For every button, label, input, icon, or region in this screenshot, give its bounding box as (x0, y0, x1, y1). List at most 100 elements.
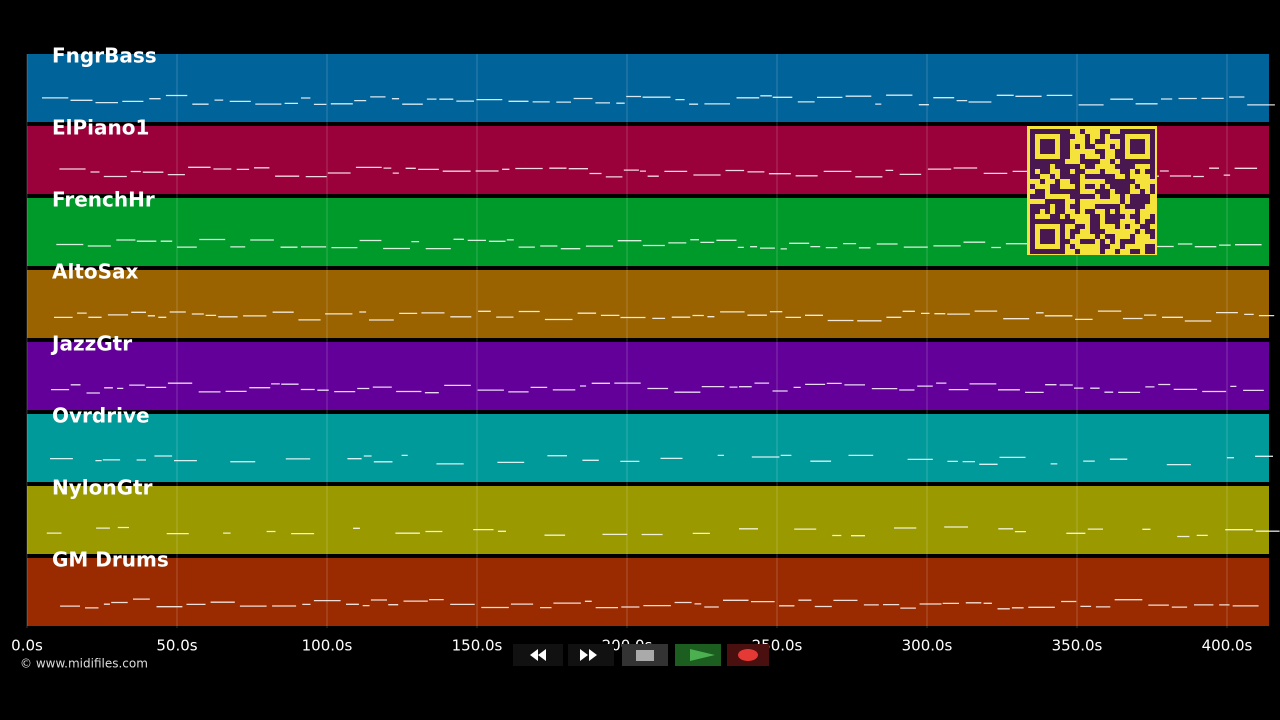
qr-cell (1135, 199, 1140, 204)
qr-cell (1060, 164, 1065, 169)
qr-cell (1090, 194, 1095, 199)
qr-cell (1095, 229, 1100, 234)
qr-cell (1110, 159, 1115, 164)
qr-cell (1090, 224, 1095, 229)
qr-cell (1110, 174, 1115, 179)
qr-cell (1130, 164, 1135, 169)
play-icon (690, 649, 715, 661)
qr-cell (1080, 239, 1085, 244)
qr-cell (1085, 139, 1090, 144)
qr-cell (1140, 224, 1145, 229)
qr-cell (1075, 179, 1080, 184)
qr-cell (1150, 219, 1155, 224)
track-name: Ovrdrive (52, 404, 150, 428)
qr-cell (1140, 199, 1145, 204)
qr-cell (1110, 204, 1115, 209)
qr-cell (1120, 164, 1125, 169)
qr-cell (1085, 239, 1090, 244)
qr-cell (1070, 179, 1075, 184)
qr-cell (1085, 194, 1090, 199)
qr-cell (1105, 179, 1110, 184)
qr-cell (1050, 199, 1055, 204)
qr-cell (1130, 179, 1135, 184)
qr-cell (1115, 189, 1120, 194)
qr-cell (1090, 164, 1095, 169)
qr-cell (1065, 214, 1070, 219)
qr-code (1027, 126, 1157, 255)
qr-cell (1140, 194, 1145, 199)
qr-finder (1040, 229, 1055, 244)
qr-cell (1060, 204, 1065, 209)
qr-cell (1065, 129, 1070, 134)
qr-cell (1140, 189, 1145, 194)
qr-cell (1100, 194, 1105, 199)
qr-cell (1130, 234, 1135, 239)
qr-cell (1125, 204, 1130, 209)
qr-cell (1075, 204, 1080, 209)
qr-cell (1030, 214, 1035, 219)
qr-cell (1055, 179, 1060, 184)
qr-cell (1150, 169, 1155, 174)
qr-cell (1115, 164, 1120, 169)
qr-cell (1105, 194, 1110, 199)
qr-cell (1075, 174, 1080, 179)
qr-cell (1115, 204, 1120, 209)
qr-cell (1120, 184, 1125, 189)
qr-cell (1120, 214, 1125, 219)
qr-cell (1115, 209, 1120, 214)
qr-cell (1125, 224, 1130, 229)
qr-cell (1120, 244, 1125, 249)
note-trace (46, 526, 1280, 538)
qr-cell (1090, 174, 1095, 179)
qr-cell (1080, 224, 1085, 229)
qr-cell (1080, 159, 1085, 164)
qr-cell (1075, 169, 1080, 174)
qr-cell (1100, 129, 1105, 134)
qr-cell (1130, 249, 1135, 254)
qr-cell (1115, 134, 1120, 139)
qr-cell (1105, 209, 1110, 214)
grid (26, 54, 1228, 628)
qr-cell (1050, 214, 1055, 219)
qr-cell (1030, 209, 1035, 214)
track-name: FrenchHr (52, 188, 155, 212)
qr-cell (1150, 164, 1155, 169)
qr-cell (1035, 174, 1040, 179)
qr-cell (1105, 174, 1110, 179)
qr-cell (1030, 174, 1035, 179)
qr-cell (1035, 204, 1040, 209)
qr-cell (1030, 204, 1035, 209)
qr-cell (1065, 219, 1070, 224)
qr-cell (1095, 214, 1100, 219)
qr-cell (1070, 244, 1075, 249)
track-name: AltoSax (52, 260, 139, 284)
qr-cell (1055, 184, 1060, 189)
qr-cell (1120, 189, 1125, 194)
stop-icon (636, 650, 654, 661)
track-band (27, 558, 1269, 626)
qr-cell (1085, 164, 1090, 169)
qr-cell (1110, 134, 1115, 139)
qr-cell (1105, 204, 1110, 209)
qr-cell (1120, 179, 1125, 184)
qr-cell (1065, 174, 1070, 179)
qr-cell (1100, 244, 1105, 249)
qr-cell (1035, 164, 1040, 169)
qr-cell (1105, 189, 1110, 194)
qr-cell (1070, 234, 1075, 239)
qr-cell (1090, 214, 1095, 219)
qr-cell (1105, 214, 1110, 219)
qr-cell (1115, 214, 1120, 219)
qr-cell (1135, 184, 1140, 189)
qr-cell (1065, 239, 1070, 244)
qr-cell (1115, 184, 1120, 189)
copyright: © www.midifiles.com (20, 657, 148, 671)
qr-cell (1125, 239, 1130, 244)
qr-cell (1055, 204, 1060, 209)
qr-cell (1110, 219, 1115, 224)
qr-cell (1125, 174, 1130, 179)
qr-cell (1085, 184, 1090, 189)
qr-cell (1045, 169, 1050, 174)
qr-cell (1100, 139, 1105, 144)
qr-cell (1030, 194, 1035, 199)
